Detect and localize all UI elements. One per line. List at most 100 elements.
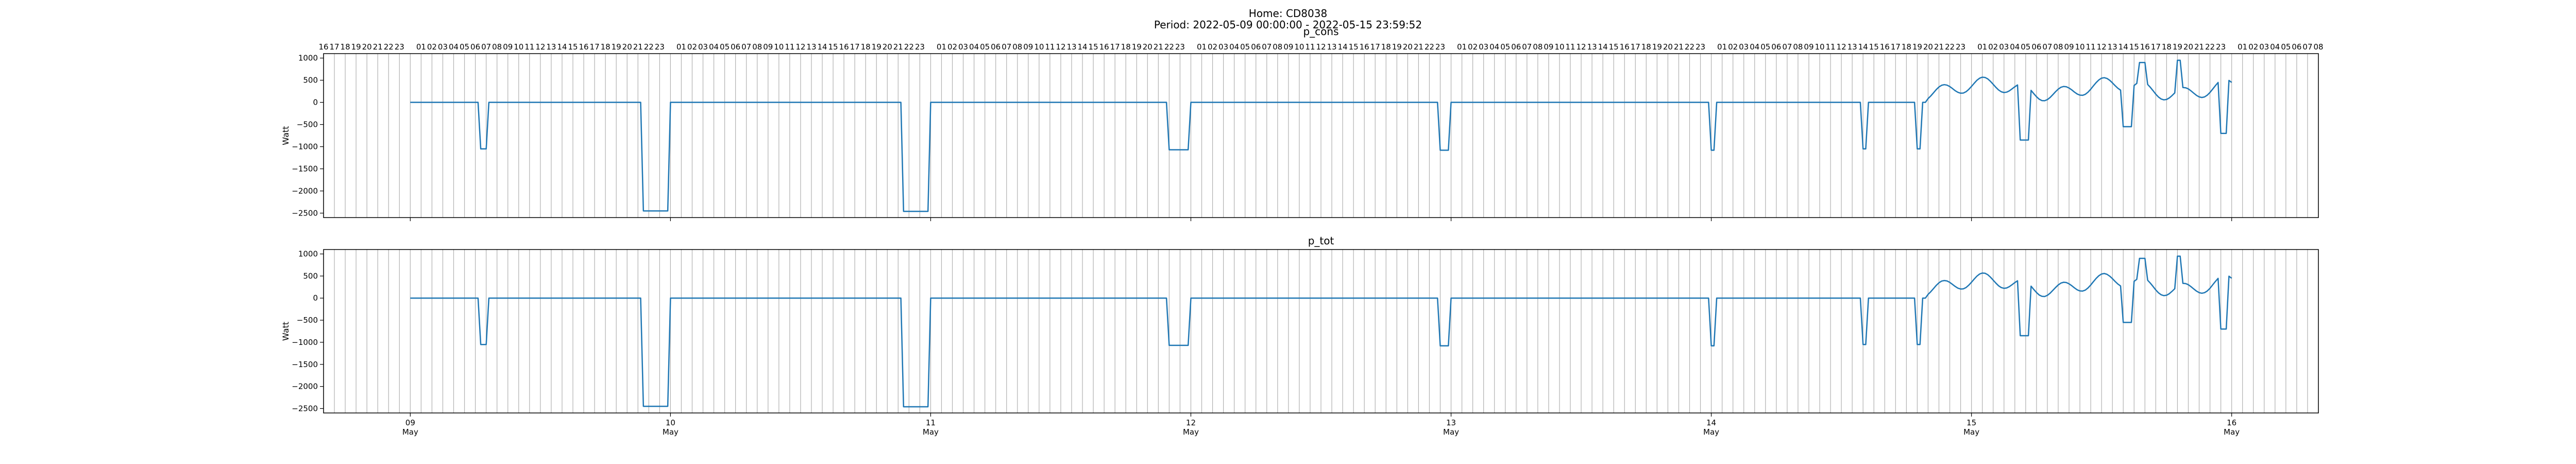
hour-label: 05	[2021, 42, 2030, 52]
hour-label: 10	[1034, 42, 1044, 52]
y-tick-label: −500	[297, 316, 318, 325]
hour-label: 17	[1891, 42, 1901, 52]
hour-label: 05	[460, 42, 469, 52]
hour-label: 14	[1338, 42, 1348, 52]
hour-label: 03	[1218, 42, 1228, 52]
hour-label: 17	[1631, 42, 1640, 52]
hour-label: 02	[1468, 42, 1478, 52]
hour-label: 13	[2108, 42, 2117, 52]
series-line-p_cons	[410, 59, 2232, 212]
hour-label: 05	[1240, 42, 1250, 52]
hour-label: 16	[1360, 42, 1369, 52]
hour-label: 13	[1848, 42, 1857, 52]
hour-label: 15	[828, 42, 838, 52]
y-tick-label: −1000	[292, 142, 318, 151]
hour-label: 19	[612, 42, 621, 52]
hour-label: 06	[991, 42, 1001, 52]
hour-label: 02	[427, 42, 437, 52]
axes-title: p_cons	[1303, 25, 1338, 38]
hour-label: 21	[1674, 42, 1684, 52]
y-tick-label: −2500	[292, 404, 318, 413]
hour-label: 12	[795, 42, 805, 52]
x-tick-day: 14	[1706, 418, 1716, 427]
y-tick-label: −500	[297, 120, 318, 129]
hour-label: 20	[1923, 42, 1933, 52]
hour-label: 04	[1489, 42, 1499, 52]
y-tick-label: −2500	[292, 208, 318, 218]
hour-label: 17	[329, 42, 339, 52]
y-tick-label: 1000	[298, 54, 318, 63]
hour-label: 01	[1457, 42, 1467, 52]
hour-label: 14	[1077, 42, 1087, 52]
hour-label: 14	[557, 42, 567, 52]
hour-label: 08	[1273, 42, 1282, 52]
hour-label: 23	[1696, 42, 1705, 52]
hour-label: 09	[503, 42, 513, 52]
hour-label: 12	[1576, 42, 1586, 52]
y-tick-label: −1500	[292, 360, 318, 369]
hour-label: 03	[2259, 42, 2269, 52]
x-tick-month: May	[923, 427, 939, 437]
hour-label: 06	[2292, 42, 2301, 52]
hour-label: 23	[1956, 42, 1965, 52]
hour-label: 08	[1793, 42, 1803, 52]
hour-label: 11	[2086, 42, 2096, 52]
x-tick-day: 09	[405, 418, 415, 427]
hour-label: 18	[1121, 42, 1131, 52]
hour-label: 03	[1479, 42, 1488, 52]
hour-label: 18	[341, 42, 350, 52]
hour-label: 14	[2119, 42, 2128, 52]
hour-label: 21	[893, 42, 903, 52]
hour-label: 22	[1164, 42, 1174, 52]
y-tick-label: −2000	[292, 186, 318, 195]
hour-label: 22	[384, 42, 394, 52]
hour-label: 20	[883, 42, 892, 52]
y-tick-label: 500	[303, 271, 318, 280]
hour-label: 23	[1175, 42, 1185, 52]
axes-frame	[323, 53, 2319, 218]
hour-label: 21	[373, 42, 383, 52]
hour-label: 22	[904, 42, 914, 52]
hour-label: 19	[2173, 42, 2182, 52]
y-axis-label: Watt	[281, 126, 291, 145]
hour-label: 11	[1045, 42, 1055, 52]
hour-label: 01	[1197, 42, 1207, 52]
hour-label: 06	[1511, 42, 1521, 52]
hour-label: 23	[2216, 42, 2226, 52]
hour-label: 22	[1425, 42, 1434, 52]
panel-p_tot: −2500 −2000 −1500 −1000 −500 0 500 1000 Watt p_to…	[281, 235, 2319, 437]
hour-label: 22	[2205, 42, 2215, 52]
hour-label: 22	[1685, 42, 1694, 52]
hour-label: 08	[1533, 42, 1543, 52]
hour-label: 03	[958, 42, 968, 52]
x-tick-day: 12	[1186, 418, 1196, 427]
hour-label: 11	[1565, 42, 1575, 52]
hour-label: 04	[2010, 42, 2020, 52]
x-tick-month: May	[1443, 427, 1459, 437]
hour-label: 19	[872, 42, 882, 52]
hour-label: 04	[969, 42, 979, 52]
hour-label: 07	[481, 42, 491, 52]
hour-label: 19	[1132, 42, 1142, 52]
hour-label: 10	[774, 42, 784, 52]
hour-label: 18	[2162, 42, 2172, 52]
hour-label: 07	[1262, 42, 1272, 52]
x-tick-month: May	[663, 427, 679, 437]
hour-label: 08	[1012, 42, 1022, 52]
hour-label: 21	[2194, 42, 2204, 52]
hour-label: 12	[1316, 42, 1326, 52]
hour-label: 11	[1825, 42, 1835, 52]
hour-label: 05	[1500, 42, 1510, 52]
hour-label: 12	[535, 42, 545, 52]
hour-label: 11	[524, 42, 534, 52]
hour-label: 10	[1815, 42, 1824, 52]
hour-label: 21	[1154, 42, 1163, 52]
hour-label: 18	[1641, 42, 1651, 52]
hour-label: 15	[1869, 42, 1879, 52]
hour-label: 14	[817, 42, 827, 52]
panel-p_cons: 16 17 18 19 20 21 22 23 01 02 03 04 05 06 07 08 09 10 11 12…	[281, 25, 2324, 221]
hour-label: 18	[601, 42, 611, 52]
hour-label: 16	[579, 42, 588, 52]
hour-label: 15	[2129, 42, 2139, 52]
